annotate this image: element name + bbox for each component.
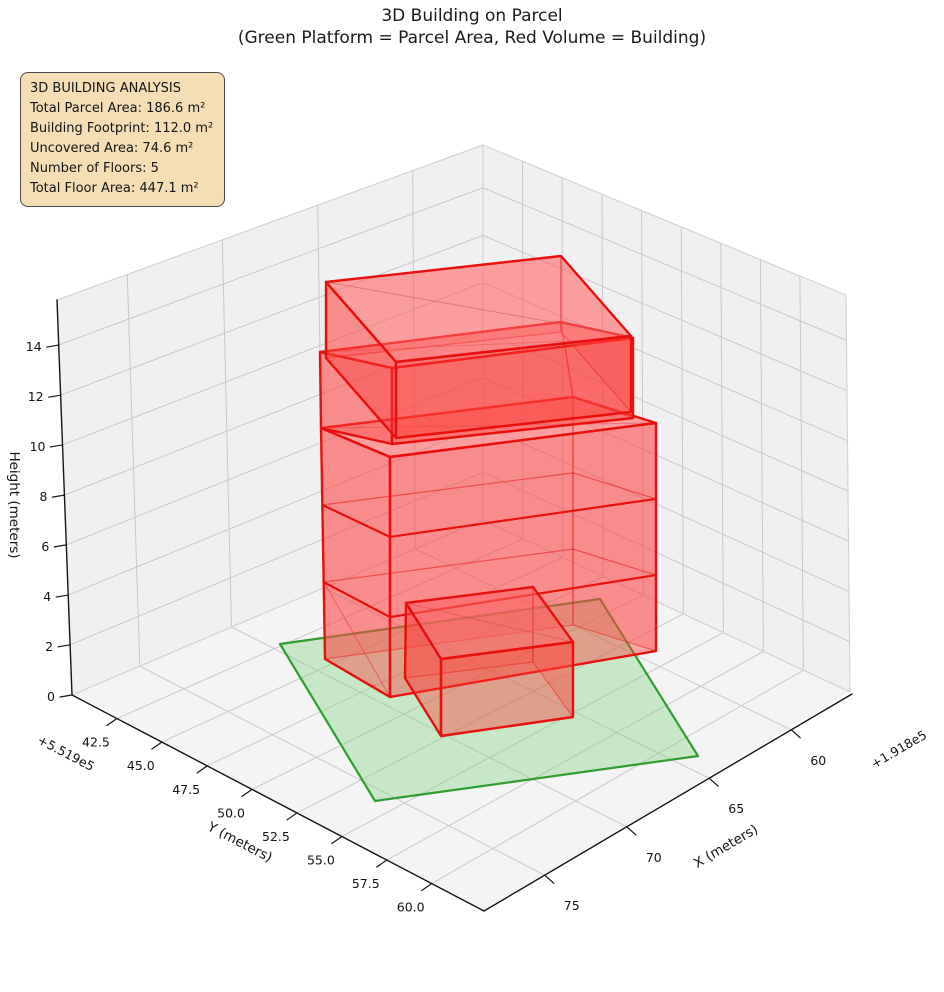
x-tick-label: 75 xyxy=(564,898,580,913)
y-tick-label: 47.5 xyxy=(172,782,200,797)
z-axis-label: Height (meters) xyxy=(6,451,22,558)
chart-title: 3D Building on Parcel xyxy=(381,6,563,26)
chart-subtitle: (Green Platform = Parcel Area, Red Volum… xyxy=(237,28,707,48)
box-building-floor-4 xyxy=(318,320,635,446)
building xyxy=(323,581,391,698)
x-tick-label: 60 xyxy=(810,753,826,768)
z-tick-label: 8 xyxy=(39,489,47,504)
y-tick-label: 57.5 xyxy=(352,876,380,891)
y-tick-label: 45.0 xyxy=(127,758,155,773)
analysis-box-heading: 3D BUILDING ANALYSIS xyxy=(30,81,182,96)
left-pane xyxy=(57,145,483,695)
y-tick-label: 60.0 xyxy=(397,900,425,915)
analysis-line-uncovered: Uncovered Area: 74.6 m² xyxy=(30,141,194,156)
axis-spines xyxy=(56,299,853,912)
pane-edges xyxy=(56,144,851,696)
y-tick-label: 50.0 xyxy=(217,805,245,820)
box-building-floor-5 xyxy=(324,254,633,440)
z-tick-label: 14 xyxy=(26,339,42,354)
x-axis-label: X (meters) xyxy=(691,821,761,871)
y-tick-label: 55.0 xyxy=(307,852,335,867)
x-tick-label: 70 xyxy=(646,850,662,865)
y-tick-label: 52.5 xyxy=(262,829,290,844)
analysis-line-floors: Number of Floors: 5 xyxy=(30,161,159,176)
z-tick-label: 6 xyxy=(41,539,49,554)
y-tick-label: 42.5 xyxy=(82,735,110,750)
parcel-platform xyxy=(278,597,700,803)
z-tick-label: 12 xyxy=(28,389,44,404)
right-pane xyxy=(483,145,850,692)
z-tick-label: 10 xyxy=(30,439,46,454)
parcel-polygon xyxy=(278,597,700,803)
analysis-box: 3D BUILDING ANALYSIS Total Parcel Area: … xyxy=(20,72,226,207)
z-tick-label: 2 xyxy=(45,639,53,654)
analysis-line-floor-area: Total Floor Area: 447.1 m² xyxy=(30,181,199,196)
analysis-line-footprint: Building Footprint: 112.0 m² xyxy=(30,121,214,136)
box-building-front-annex xyxy=(403,585,575,738)
z-tick-label: 4 xyxy=(43,589,51,604)
analysis-line-parcel-area: Total Parcel Area: 186.6 m² xyxy=(30,101,206,116)
x-tick-label: 65 xyxy=(728,801,744,816)
z-tick-label: 0 xyxy=(47,689,55,704)
x-axis-offset-text: +1.918e5 xyxy=(868,727,929,771)
chart-title-block: 3D Building on Parcel (Green Platform = … xyxy=(0,5,944,49)
